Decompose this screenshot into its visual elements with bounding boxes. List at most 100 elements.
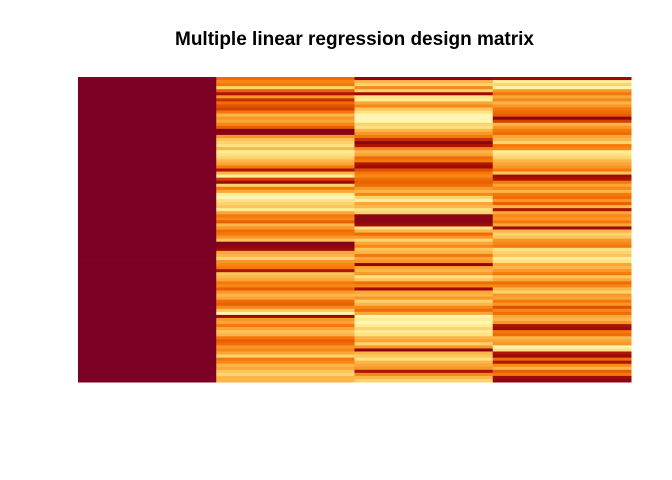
heatmap-cell [216, 351, 355, 356]
heatmap-cell [492, 336, 632, 340]
heatmap-cell [78, 260, 217, 264]
heatmap-cell [78, 107, 217, 112]
heatmap-cell [354, 302, 494, 307]
heatmap-cell [216, 290, 355, 295]
heatmap-cell [492, 321, 632, 325]
heatmap-cell [216, 284, 355, 288]
heatmap-cell [354, 378, 494, 383]
heatmap-cells [78, 77, 632, 383]
heatmap-cell [354, 214, 494, 218]
heatmap-cell [492, 110, 632, 115]
heatmap-cell [78, 226, 217, 230]
heatmap-cell [492, 302, 632, 307]
heatmap-cell [354, 138, 494, 142]
heatmap-cell [492, 247, 632, 252]
heatmap-cell [216, 83, 355, 87]
heatmap-cell [354, 366, 494, 371]
heatmap-cell [78, 330, 217, 334]
chart-title: Multiple linear regression design matrix [175, 29, 534, 50]
heatmap-cell [78, 183, 217, 188]
heatmap-cell [78, 211, 217, 215]
heatmap-cell [78, 372, 217, 377]
heatmap-cell [492, 253, 632, 258]
heatmap-cell [78, 153, 217, 157]
heatmap-cell [492, 232, 632, 237]
heatmap-cell [216, 336, 355, 340]
heatmap-cell [492, 317, 632, 322]
heatmap-cell [492, 260, 632, 264]
heatmap-cell [216, 360, 355, 365]
heatmap-cell [78, 293, 217, 298]
heatmap-cell [492, 235, 632, 240]
heatmap-cell [354, 299, 494, 304]
heatmap-cell [354, 165, 494, 169]
heatmap-cell [492, 311, 632, 316]
heatmap-cell [216, 378, 355, 383]
heatmap-cell [78, 290, 217, 295]
heatmap-cell [216, 104, 355, 108]
heatmap-cell [492, 205, 632, 209]
heatmap-cell [78, 189, 217, 194]
heatmap-cell [354, 223, 494, 227]
heatmap-cell [492, 208, 632, 212]
heatmap-cell [216, 266, 355, 270]
heatmap-cell [78, 327, 217, 331]
heatmap-cell [354, 256, 494, 261]
heatmap-cell [216, 110, 355, 115]
heatmap-cell [354, 195, 494, 200]
heatmap-cell [354, 113, 494, 118]
heatmap-cell [354, 180, 494, 185]
heatmap-cell [354, 202, 494, 206]
heatmap-cell [354, 77, 494, 81]
heatmap-cell [78, 104, 217, 108]
heatmap-cell [354, 253, 494, 258]
heatmap-cell [492, 238, 632, 243]
heatmap-cell [216, 138, 355, 142]
heatmap-cell [78, 342, 217, 346]
heatmap-cell [492, 348, 632, 352]
heatmap-cell [354, 159, 494, 163]
heatmap-cell [216, 354, 355, 359]
heatmap-cell [492, 290, 632, 295]
heatmap-cell [216, 372, 355, 377]
heatmap-cell [492, 327, 632, 331]
heatmap-cell [78, 186, 217, 191]
heatmap-cell [354, 348, 494, 352]
heatmap-cell [78, 144, 217, 148]
heatmap-cell [354, 351, 494, 356]
heatmap-cell [492, 287, 632, 291]
heatmap-cell [492, 162, 632, 166]
heatmap-cell [492, 226, 632, 230]
heatmap-cell [78, 80, 217, 84]
heatmap-cell [78, 156, 217, 160]
heatmap-cell [492, 192, 632, 197]
heatmap-cell [216, 339, 355, 343]
heatmap-cell [354, 244, 494, 249]
heatmap-cell [78, 299, 217, 304]
heatmap-cell [78, 86, 217, 90]
heatmap-cell [216, 77, 355, 81]
heatmap-cell [354, 232, 494, 237]
heatmap-cell [216, 327, 355, 331]
heatmap-cell [216, 144, 355, 148]
heatmap-cell [492, 214, 632, 218]
heatmap-cell [78, 177, 217, 182]
heatmap-cell [354, 229, 494, 234]
heatmap-cell [354, 162, 494, 166]
heatmap-cell [492, 342, 632, 346]
heatmap-cell [492, 80, 632, 84]
heatmap-cell [216, 147, 355, 151]
heatmap-cell [78, 357, 217, 362]
heatmap-cell [492, 366, 632, 371]
heatmap-cell [78, 272, 217, 276]
heatmap-cell [78, 235, 217, 240]
heatmap-cell [354, 208, 494, 212]
heatmap-cell [354, 287, 494, 291]
heatmap-cell [78, 266, 217, 270]
heatmap-cell [78, 238, 217, 243]
heatmap-cell [78, 250, 217, 255]
heatmap-cell [354, 153, 494, 157]
heatmap-cell [492, 128, 632, 133]
heatmap-cell [492, 250, 632, 255]
heatmap-cell [216, 317, 355, 322]
